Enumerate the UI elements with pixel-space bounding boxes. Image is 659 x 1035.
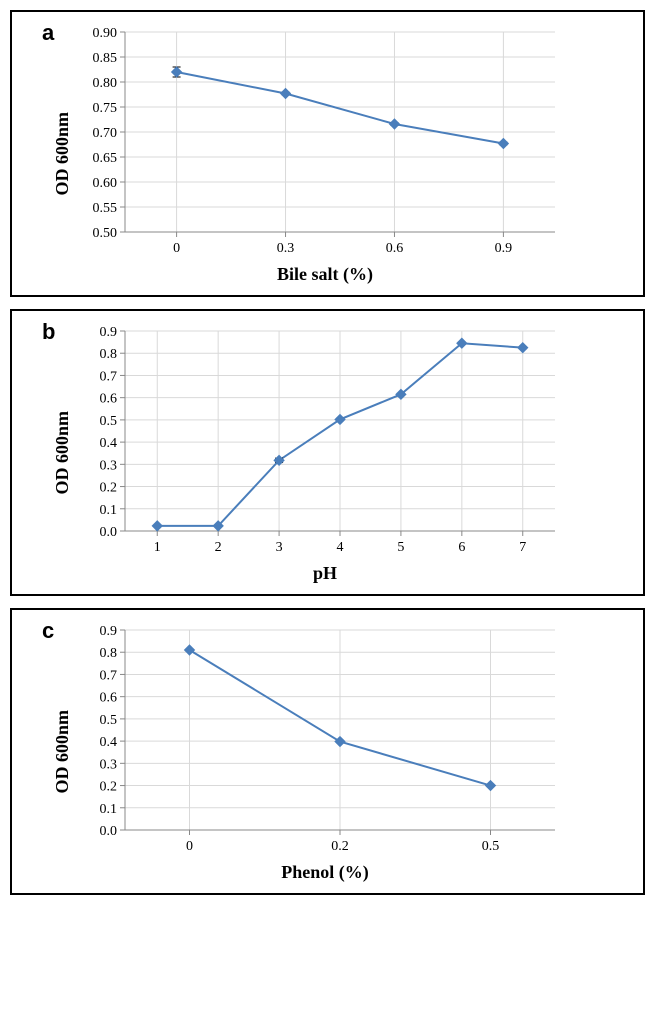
chart-svg-b: 0.0 0.1 0.2 0.3 0.4 0.5 0.6 0.7 0.8 0.9 1 2 3 4 5 6 7 — [75, 321, 575, 561]
chart-wrap-c: OD 600nm 0.00.10.20.30.40.50.60.70.80.90… — [52, 620, 628, 883]
chart-svg-c: 0.0 0.1 0.2 0.3 0.4 0.5 0.6 0.7 0.8 0.9 0 0.2 0.5 — [75, 620, 575, 860]
svg-text:2: 2 — [215, 540, 222, 555]
svg-text:0.65: 0.65 — [93, 151, 118, 166]
svg-text:0.8: 0.8 — [100, 646, 118, 661]
svg-text:0.3: 0.3 — [277, 241, 295, 256]
panel-label-c: c — [42, 618, 54, 644]
svg-text:0.4: 0.4 — [100, 735, 118, 750]
panel-b: b OD 600nm 0.00.10.20.30.40.50.60.70.80.… — [10, 309, 645, 596]
chart-and-x-b: 0.0 0.1 0.2 0.3 0.4 0.5 0.6 0.7 0.8 0.9 1 2 3 4 5 6 7 pH — [75, 321, 575, 584]
svg-text:0.90: 0.90 — [93, 26, 118, 41]
svg-text:0.7: 0.7 — [100, 668, 118, 683]
ylabel-b: OD 600nm — [52, 411, 73, 495]
svg-text:0.50: 0.50 — [93, 226, 118, 241]
svg-text:0.5: 0.5 — [100, 713, 118, 728]
svg-text:1: 1 — [154, 540, 161, 555]
svg-text:0.8: 0.8 — [100, 347, 118, 362]
chart-wrap-b: OD 600nm 0.0 0.1 0.2 0.3 0.4 0.5 0.6 0.7 0.8 0.9 1… — [52, 321, 628, 584]
svg-text:7: 7 — [519, 540, 526, 555]
svg-text:0.75: 0.75 — [93, 101, 118, 116]
svg-text:3: 3 — [276, 540, 283, 555]
ylabel-a: OD 600nm — [52, 112, 73, 196]
svg-text:0: 0 — [173, 241, 180, 256]
chart-wrap-a: OD 600nm 0.500.550.600.650.700.750.800.8… — [52, 22, 628, 285]
svg-text:0: 0 — [186, 839, 193, 854]
svg-text:0.1: 0.1 — [100, 802, 118, 817]
svg-text:0.2: 0.2 — [100, 481, 118, 496]
svg-text:0.6: 0.6 — [386, 241, 404, 256]
svg-text:0.60: 0.60 — [93, 176, 118, 191]
svg-text:5: 5 — [397, 540, 404, 555]
svg-text:0.7: 0.7 — [100, 369, 118, 384]
chart-svg-a: 0.50 0.55 0.60 0.65 0.70 0.75 0.80 0.85 0.90 0 0.3… — [75, 22, 575, 262]
panel-label-b: b — [42, 319, 55, 345]
ylabel-c: OD 600nm — [52, 710, 73, 794]
svg-text:0.80: 0.80 — [93, 76, 118, 91]
svg-text:0.2: 0.2 — [100, 780, 118, 795]
panel-c: c OD 600nm 0.00.10.20.30.40.50.60.70.80.… — [10, 608, 645, 895]
chart-and-x-a: 0.50 0.55 0.60 0.65 0.70 0.75 0.80 0.85 0.90 0 0.3… — [75, 22, 575, 285]
svg-text:0.9: 0.9 — [100, 624, 118, 639]
svg-text:0.2: 0.2 — [331, 839, 349, 854]
xlabel-b: pH — [313, 563, 337, 584]
svg-text:0.70: 0.70 — [93, 126, 118, 141]
svg-text:0.1: 0.1 — [100, 503, 118, 518]
panel-label-a: a — [42, 20, 54, 46]
svg-text:0.9: 0.9 — [495, 241, 513, 256]
svg-text:0.4: 0.4 — [100, 436, 118, 451]
svg-text:0.85: 0.85 — [93, 51, 118, 66]
svg-text:0.0: 0.0 — [100, 824, 118, 839]
svg-text:0.5: 0.5 — [482, 839, 500, 854]
svg-text:0.5: 0.5 — [100, 414, 118, 429]
svg-text:0.3: 0.3 — [100, 757, 118, 772]
svg-text:4: 4 — [337, 540, 344, 555]
xlabel-c: Phenol (%) — [281, 862, 369, 883]
panel-a: a OD 600nm 0.500.550.600.650.700.750.800… — [10, 10, 645, 297]
svg-text:6: 6 — [458, 540, 465, 555]
xlabel-a: Bile salt (%) — [277, 264, 373, 285]
svg-text:0.55: 0.55 — [93, 201, 118, 216]
svg-text:0.0: 0.0 — [100, 525, 118, 540]
svg-text:0.3: 0.3 — [100, 458, 118, 473]
chart-and-x-c: 0.0 0.1 0.2 0.3 0.4 0.5 0.6 0.7 0.8 0.9 0 0.2 0.5 Ph… — [75, 620, 575, 883]
svg-text:0.9: 0.9 — [100, 325, 118, 340]
svg-text:0.6: 0.6 — [100, 392, 118, 407]
svg-text:0.6: 0.6 — [100, 691, 118, 706]
